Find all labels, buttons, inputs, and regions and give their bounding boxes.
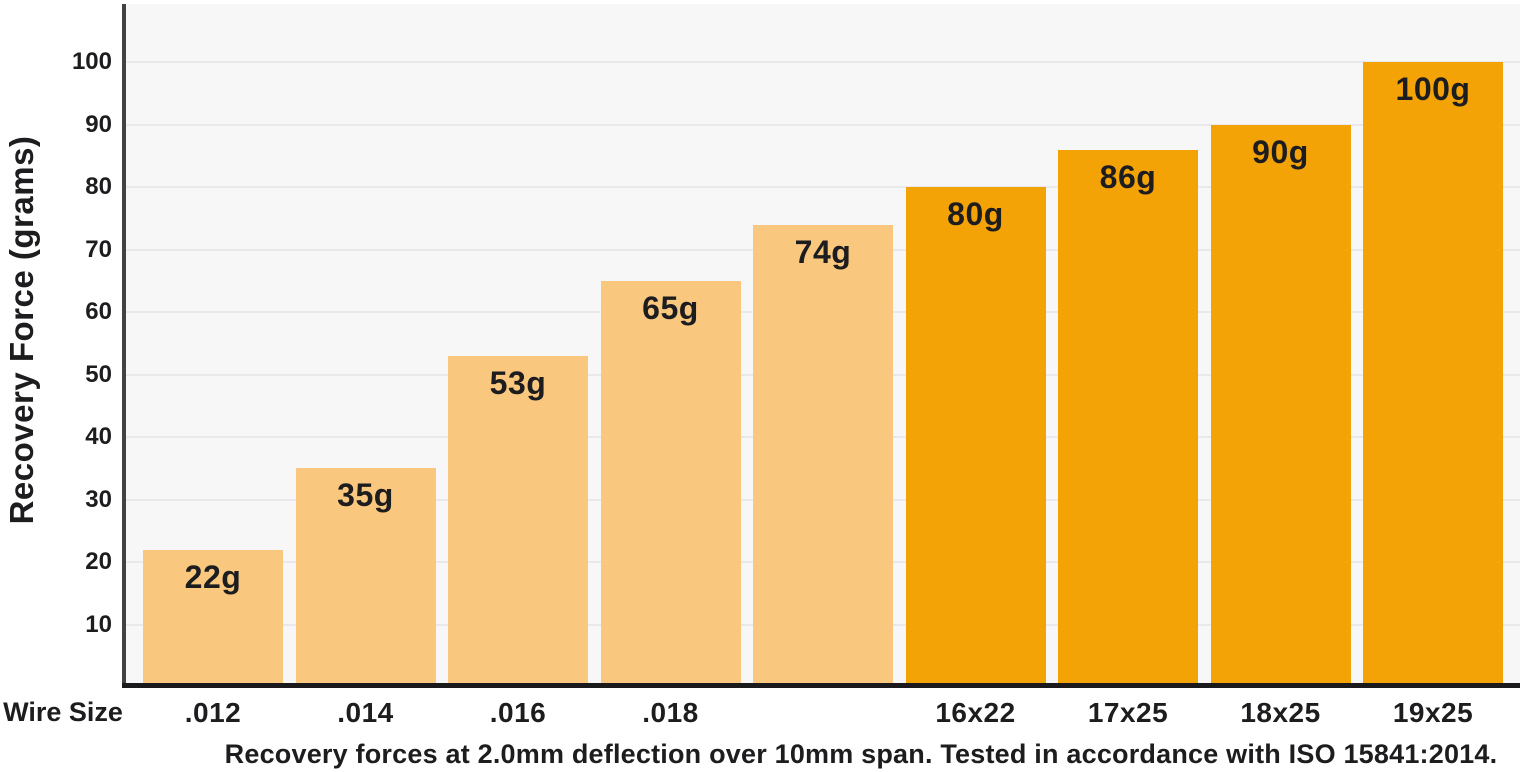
y-tick-label-80: 80 — [85, 173, 112, 200]
bar-value-label: 53g — [489, 364, 547, 401]
bar-18x25: 90g — [1210, 124, 1351, 687]
gridline-90 — [126, 123, 1520, 126]
y-tick-label-20: 20 — [85, 548, 112, 575]
chart-caption: Recovery forces at 2.0mm deflection over… — [224, 739, 1498, 769]
x-tick-label-17x25: 17x25 — [1087, 697, 1169, 728]
x-tick-label-.012: .012 — [184, 697, 242, 728]
x-tick-label-.018: .018 — [642, 697, 699, 728]
bar-.012: 22g — [143, 549, 283, 687]
bar-value-label: 65g — [642, 289, 699, 326]
bar-value-label: 22g — [184, 558, 242, 595]
bar-16x22: 80g — [905, 187, 1046, 687]
y-axis-title: Recovery Force (grams) — [3, 135, 40, 525]
bar-value-label: 86g — [1099, 158, 1157, 195]
y-tick-label-90: 90 — [85, 110, 112, 138]
bar-value-label: 100g — [1395, 71, 1471, 107]
y-tick-label-70: 70 — [85, 235, 112, 263]
bar-.014: 35g — [295, 468, 436, 687]
bar-unlabeled-4: 74g — [753, 224, 893, 687]
x-tick-label-.016: .016 — [489, 697, 547, 728]
y-tick-label-100: 100 — [71, 48, 112, 75]
x-tick-label-.014: .014 — [337, 697, 394, 728]
bar-value-label: 74g — [794, 233, 852, 270]
bar-17x25: 86g — [1058, 149, 1198, 687]
y-tick-label-50: 50 — [85, 360, 112, 388]
x-tick-label-19x25: 19x25 — [1392, 697, 1474, 728]
bar-value-label: 35g — [337, 477, 394, 514]
gridline-100 — [126, 61, 1520, 63]
y-tick-label-60: 60 — [85, 298, 112, 325]
y-axis-line — [122, 4, 126, 688]
x-axis-title: Wire Size — [3, 697, 123, 727]
bar-.018: 65g — [600, 280, 741, 687]
bar-19x25: 100g — [1363, 62, 1503, 687]
bar-.016: 53g — [448, 355, 588, 687]
bar-value-label: 80g — [947, 196, 1004, 232]
gridline-80 — [126, 186, 1520, 188]
bar-value-label: 90g — [1252, 133, 1309, 170]
y-tick-label-10: 10 — [85, 610, 112, 638]
y-tick-label-30: 30 — [85, 485, 112, 513]
x-tick-label-18x25: 18x25 — [1240, 697, 1321, 728]
x-tick-label-16x22: 16x22 — [935, 697, 1016, 728]
x-baseline — [122, 683, 1520, 688]
y-tick-label-40: 40 — [85, 423, 112, 450]
